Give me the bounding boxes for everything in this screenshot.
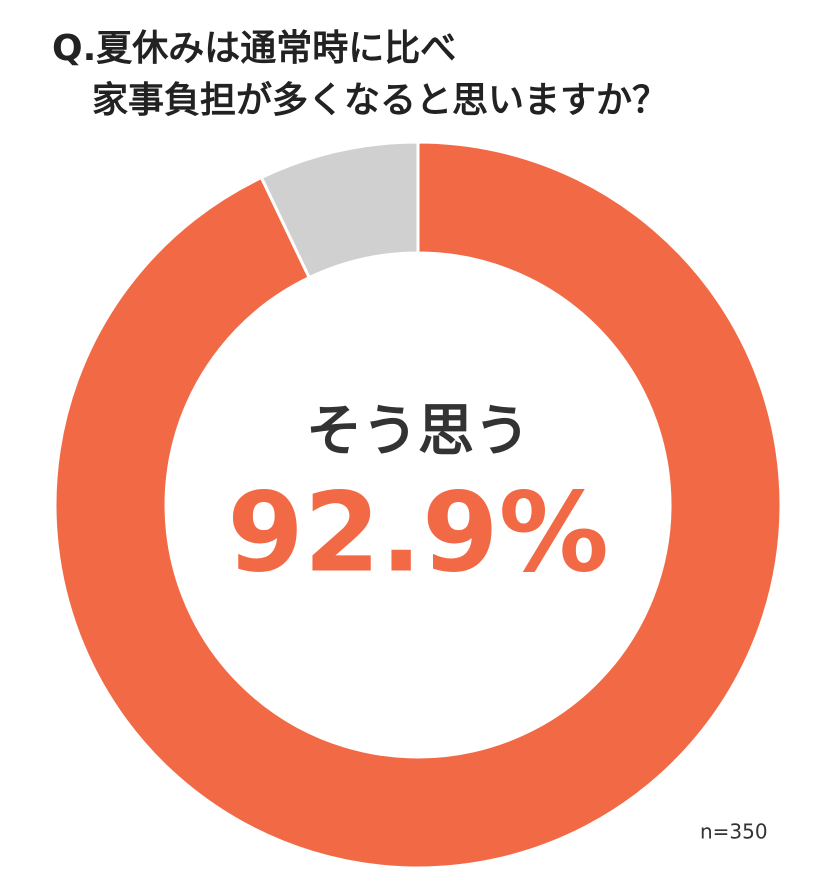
chart-title: 家事負担が多くなると思いますか？ — [92, 80, 668, 121]
donut — [53, 140, 783, 870]
center-category: そう思う — [306, 399, 530, 464]
center-value-label: 92.9% — [227, 468, 609, 596]
sample-note: n=350 — [700, 820, 768, 844]
donut-slice — [259, 140, 420, 280]
donut-slice — [53, 140, 783, 870]
chart-title: Q.夏休みは通常時に比べ — [52, 28, 456, 69]
